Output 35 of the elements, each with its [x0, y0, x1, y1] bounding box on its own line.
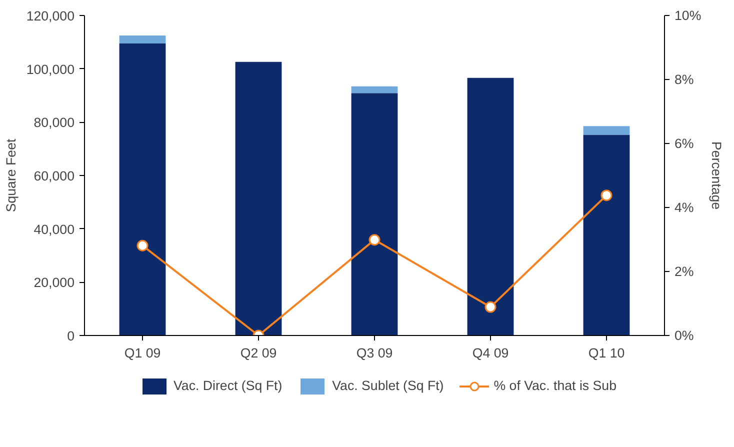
y2-tick-label: 2% [674, 264, 694, 279]
y2-tick-label: 10% [674, 8, 702, 23]
y2-tick-label: 4% [674, 200, 694, 215]
point [600, 190, 612, 202]
legend-label: Vac. Direct (Sq Ft) [174, 378, 282, 393]
bar [351, 93, 398, 336]
y-tick-label: 20,000 [34, 275, 74, 290]
bar [583, 134, 630, 336]
y-axis-title: Square Feet [3, 138, 18, 212]
bar [351, 86, 398, 94]
y-tick-label: 60,000 [34, 168, 74, 184]
bar [467, 78, 514, 336]
bar [235, 62, 282, 336]
bar [583, 126, 630, 135]
y-tick-label: 0 [67, 328, 75, 344]
x-tick-label: Q4 09 [472, 346, 509, 360]
bar [119, 36, 166, 44]
y2-tick-label: 6% [674, 136, 694, 151]
legend-label: % of Vac. that is Sub [494, 378, 616, 393]
y-tick-label: 80,000 [34, 115, 74, 130]
point [484, 301, 496, 313]
x-tick-label: Q1 10 [588, 346, 625, 360]
x-tick-label: Q1 09 [124, 346, 161, 360]
point [136, 240, 148, 252]
legend-label: Vac. Sublet (Sq Ft) [332, 378, 444, 393]
y-tick-label: 100,000 [26, 62, 75, 77]
y2-tick-label: 0% [674, 328, 694, 343]
point [368, 234, 380, 246]
x-tick-label: Q3 09 [356, 346, 393, 360]
bar [119, 44, 166, 336]
y-tick-label: 120,000 [26, 8, 75, 24]
y2-axis-title: Percentage [709, 141, 724, 210]
y-tick-label: 40,000 [34, 222, 74, 237]
y2-tick-label: 8% [674, 72, 694, 87]
x-tick-label: Q2 09 [240, 346, 277, 360]
